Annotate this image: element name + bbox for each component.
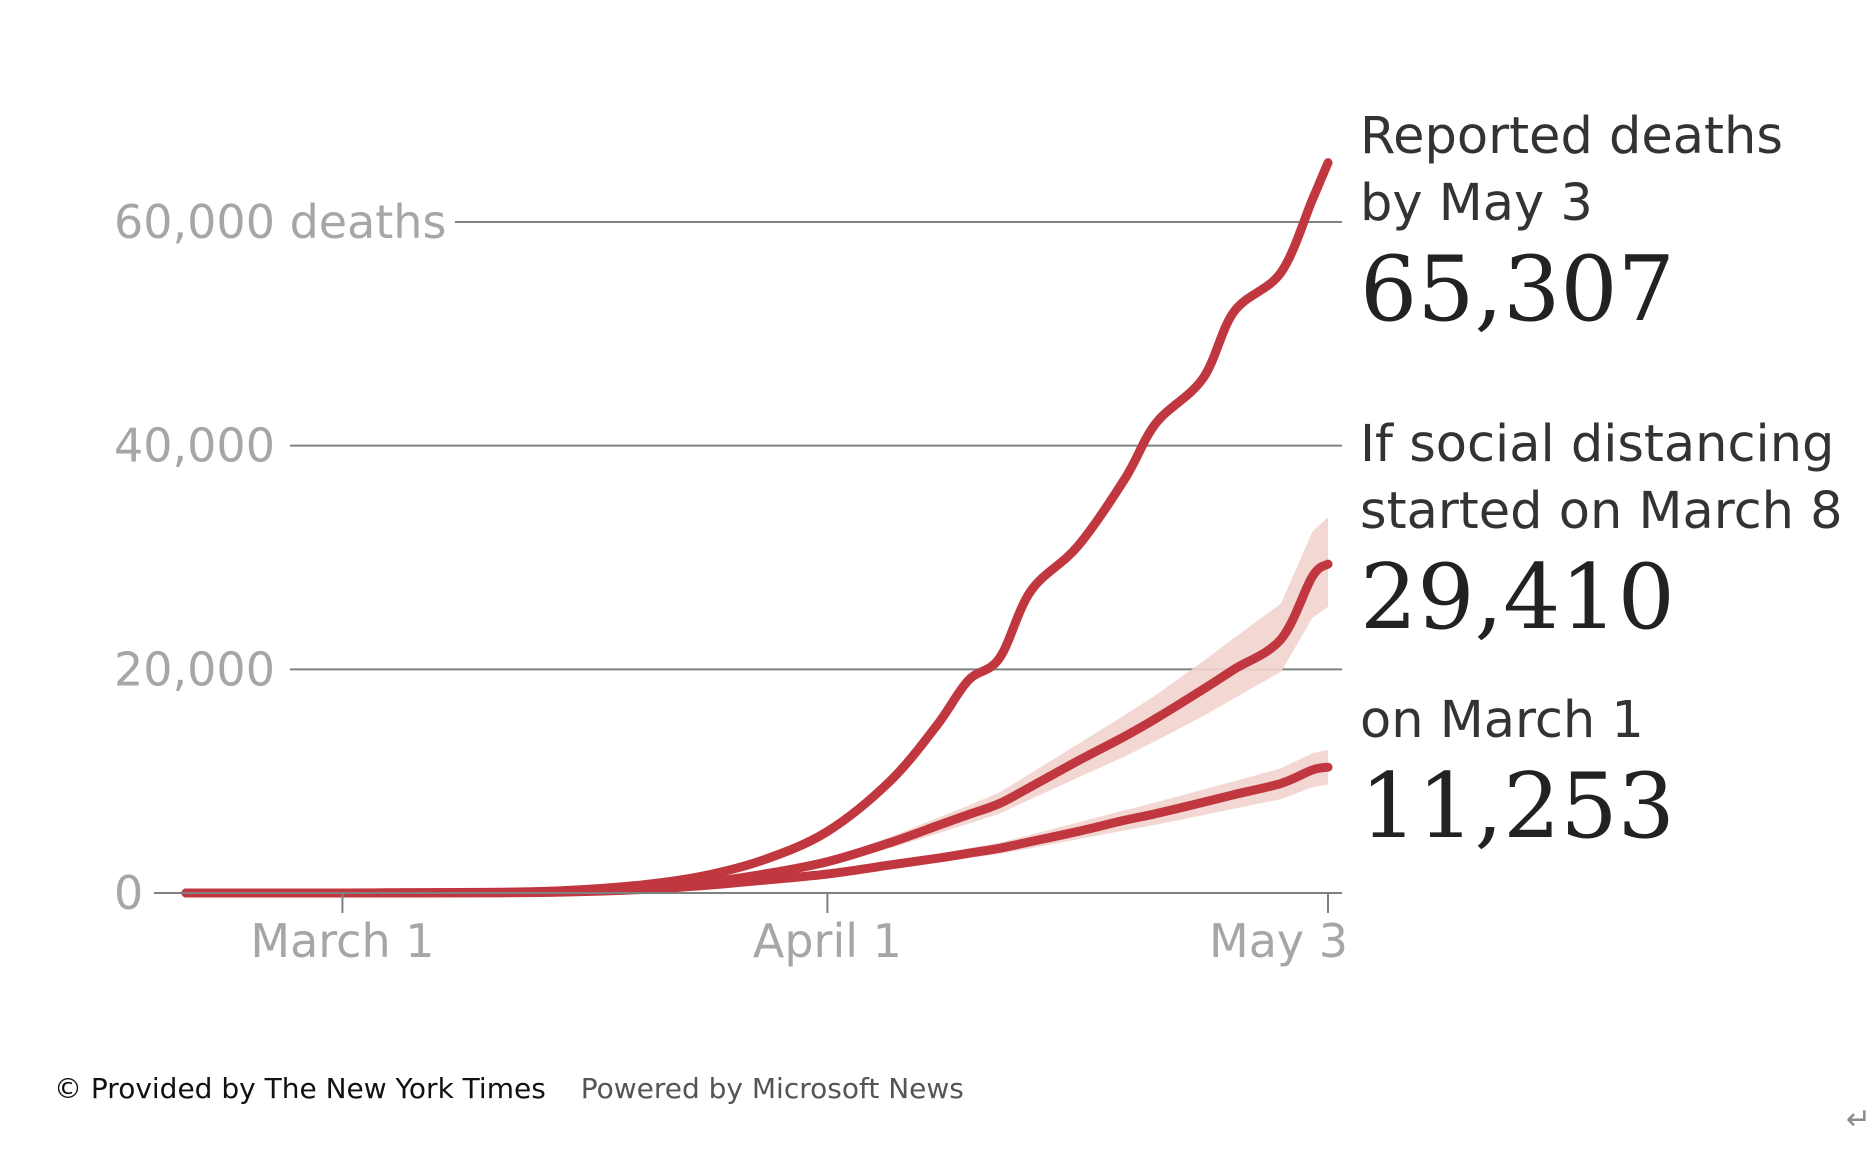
x-tick-label: March 1 (250, 914, 434, 968)
annotation-value: 65,307 (1360, 237, 1675, 342)
y-tick-label: 20,000 (114, 642, 275, 696)
x-tick-label: May 3 (1209, 914, 1348, 968)
uncertainty-band-1 (186, 517, 1328, 893)
annotation-label: If social distancing (1360, 415, 1834, 474)
annotation-value: 29,410 (1360, 545, 1675, 650)
x-tick-label: April 1 (753, 914, 902, 968)
credits-bar: © Provided by The New York Times Powered… (54, 1072, 964, 1105)
tick-labels: 0 20,000 40,000 60,000 deaths March 1 April 1… (114, 195, 1348, 968)
y-tick-label: 60,000 deaths (114, 195, 446, 249)
series-line-0 (181, 158, 1333, 898)
uncertainty-band-2 (186, 749, 1328, 893)
annotation-value: 11,253 (1360, 754, 1675, 859)
gridlines (290, 221, 1342, 671)
y-tick-label: 0 (114, 866, 143, 920)
annotation-label: by May 3 (1360, 174, 1593, 233)
annotations: Reported deaths by May 365,307 If social d… (1360, 107, 1843, 859)
powered-by-credit: Powered by Microsoft News (580, 1072, 964, 1105)
uncertainty-bands (186, 517, 1328, 893)
x-axis (154, 892, 1342, 913)
annotation-label: Reported deaths (1360, 107, 1783, 166)
annotation-label: started on March 8 (1360, 482, 1843, 541)
y-tick-label: 40,000 (114, 419, 275, 473)
annotation-label: on March 1 (1360, 691, 1644, 750)
return-arrow-icon: ↵ (1846, 1102, 1872, 1137)
series-lines (181, 158, 1333, 898)
deaths-chart: 0 20,000 40,000 60,000 deaths March 1 April 1… (114, 107, 1843, 968)
provided-by-credit: © Provided by The New York Times (54, 1072, 546, 1105)
